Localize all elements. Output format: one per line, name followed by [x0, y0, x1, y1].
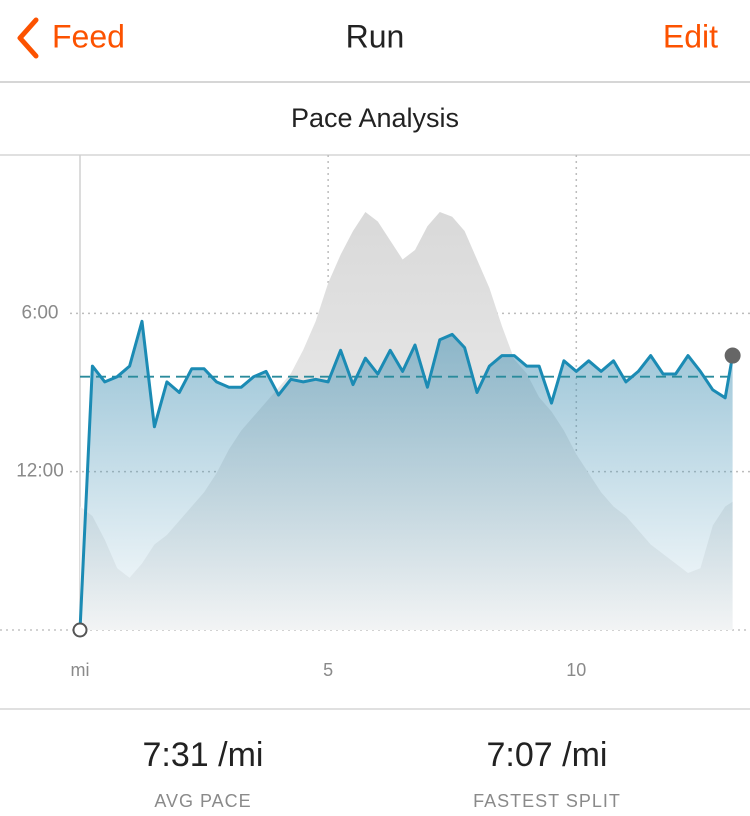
y-tick-label: 6:00	[22, 302, 59, 323]
x-tick-label: 10	[566, 660, 586, 680]
x-axis-label: mi	[71, 660, 90, 680]
nav-title: Run	[346, 18, 405, 54]
y-tick-label: 12:00	[16, 461, 64, 482]
edit-button[interactable]: Edit	[663, 18, 718, 54]
pace-chart: 6:00 12:00 5 10 mi	[0, 155, 750, 680]
end-point	[724, 347, 741, 364]
back-button[interactable]: Feed	[52, 18, 125, 54]
stat-value: 7:07 /mi	[487, 736, 608, 774]
pace-area	[80, 321, 733, 630]
start-point	[72, 622, 88, 638]
pace-line	[78, 319, 735, 631]
x-tick-label: 5	[323, 660, 333, 680]
stat-value: 7:31 /mi	[143, 736, 264, 774]
stat-label: AVG PACE	[154, 791, 251, 811]
back-chevron[interactable]	[17, 17, 39, 59]
tick-bg	[0, 297, 66, 330]
tick-bg	[0, 455, 66, 488]
stat-label: FASTEST SPLIT	[473, 791, 621, 811]
section-title: Pace Analysis	[291, 103, 459, 133]
